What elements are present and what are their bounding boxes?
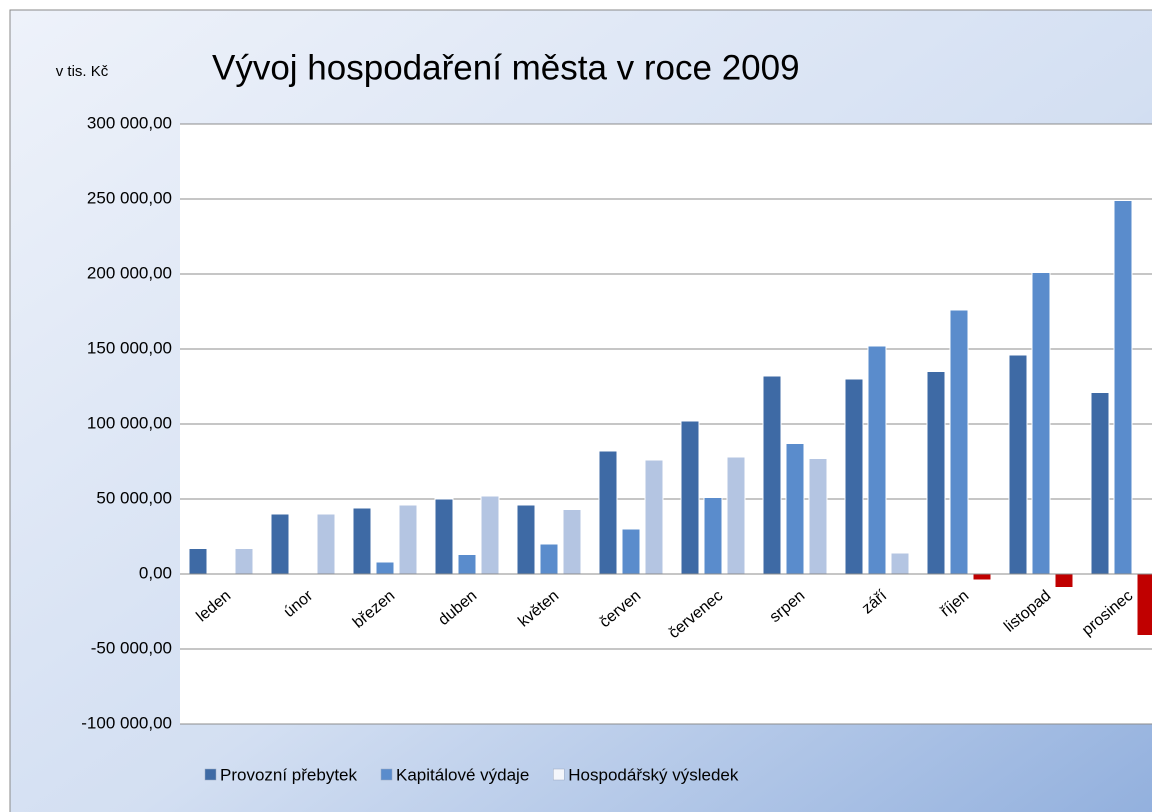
bar bbox=[457, 554, 477, 575]
y-tick-label: 200 000,00 bbox=[87, 263, 172, 282]
y-tick-label: 150 000,00 bbox=[87, 338, 172, 357]
bar bbox=[644, 459, 664, 575]
y-tick-label: 0,00 bbox=[139, 563, 172, 582]
y-tick-label: 50 000,00 bbox=[96, 488, 172, 507]
bar bbox=[316, 513, 336, 575]
bar bbox=[785, 443, 805, 575]
bar bbox=[949, 309, 969, 575]
bar bbox=[844, 378, 864, 575]
y-tick-label: 300 000,00 bbox=[87, 113, 172, 132]
bar bbox=[867, 345, 887, 575]
bar bbox=[480, 495, 500, 575]
bar bbox=[926, 371, 946, 575]
y-tick-label: 100 000,00 bbox=[87, 413, 172, 432]
bar bbox=[972, 573, 992, 581]
legend-label: Hospodářský výsledek bbox=[568, 765, 739, 784]
bar bbox=[1031, 272, 1051, 575]
bar bbox=[352, 507, 372, 575]
bar bbox=[1136, 573, 1152, 636]
bar bbox=[1113, 200, 1133, 575]
bar bbox=[703, 497, 723, 575]
bar bbox=[621, 528, 641, 575]
bar bbox=[762, 375, 782, 575]
y-tick-label: -50 000,00 bbox=[91, 638, 172, 657]
bar bbox=[188, 548, 208, 575]
bar bbox=[234, 548, 254, 575]
bar bbox=[539, 543, 559, 575]
bar bbox=[375, 561, 395, 575]
bar bbox=[808, 458, 828, 575]
legend-swatch bbox=[553, 768, 565, 781]
legend-swatch bbox=[204, 768, 217, 781]
bar bbox=[434, 498, 454, 575]
y-tick-label: -100 000,00 bbox=[81, 713, 172, 732]
bar bbox=[398, 504, 418, 575]
bar bbox=[890, 552, 910, 575]
bar bbox=[516, 504, 536, 575]
bar bbox=[1090, 392, 1110, 575]
legend-label: Kapitálové výdaje bbox=[396, 765, 529, 784]
bar bbox=[598, 450, 618, 575]
legend-label: Provozní přebytek bbox=[220, 765, 358, 784]
legend-swatch bbox=[380, 768, 393, 781]
bar bbox=[1054, 573, 1074, 588]
bar bbox=[562, 509, 582, 575]
bar bbox=[726, 456, 746, 575]
y-tick-label: 250 000,00 bbox=[87, 188, 172, 207]
bar bbox=[270, 513, 290, 575]
bar bbox=[1008, 354, 1028, 575]
chart-title: Vývoj hospodaření města v roce 2009 bbox=[212, 48, 800, 87]
y-axis-label: v tis. Kč bbox=[56, 63, 109, 80]
bar bbox=[680, 420, 700, 575]
